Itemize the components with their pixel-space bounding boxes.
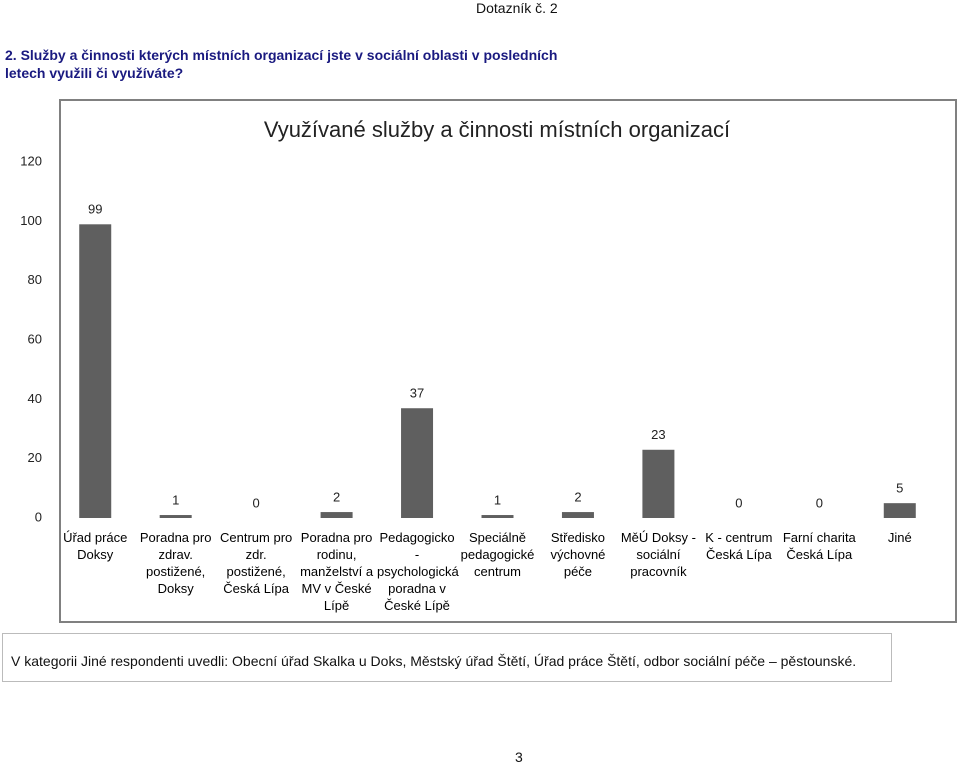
value-label: 2 — [574, 490, 581, 505]
x-tick-label: MěÚ Doksy - sociální pracovník — [620, 530, 696, 579]
value-label: 23 — [651, 427, 665, 442]
value-label: 99 — [88, 202, 102, 217]
x-tick-label: Pedagogicko - psychologická poradna v Če… — [377, 530, 459, 613]
x-tick-label: Farní charita Česká Lípa — [782, 530, 856, 562]
value-label: 0 — [735, 495, 742, 510]
value-label: 37 — [410, 386, 424, 401]
header: Dotazník č. 2 — [476, 0, 558, 16]
value-label: 1 — [494, 492, 501, 507]
bar — [481, 515, 514, 518]
x-tick-label: Jiné — [887, 530, 912, 545]
y-tick-label: 80 — [28, 272, 42, 287]
chart-frame — [59, 99, 957, 623]
x-tick-label: Poradna pro zdrav. postižené, Doksy — [139, 530, 212, 596]
bar — [561, 512, 594, 518]
value-label: 5 — [896, 481, 903, 496]
x-tick-label: Poradna pro rodinu, manželství a MV v Če… — [300, 530, 374, 613]
value-label: 2 — [333, 490, 340, 505]
x-tick-label: Speciálně pedagogické centrum — [460, 530, 535, 579]
value-label: 0 — [253, 495, 260, 510]
bar — [642, 449, 675, 518]
value-label: 0 — [816, 495, 823, 510]
x-tick-label: Úřad práce Doksy — [63, 530, 128, 562]
bar — [79, 224, 112, 519]
y-tick-label: 0 — [35, 509, 42, 524]
x-tick-label: Centrum pro zdr. postižené, Česká Lípa — [220, 530, 293, 596]
bar — [320, 512, 353, 518]
x-tick-label: K - centrum Česká Lípa — [705, 530, 773, 562]
chart-title: Využívané služby a činnosti místních org… — [264, 117, 730, 142]
x-tick-label: Středisko výchovné péče — [550, 530, 606, 579]
y-tick-label: 60 — [28, 331, 42, 346]
bar — [401, 408, 434, 518]
bar — [883, 503, 916, 518]
value-label: 1 — [172, 492, 179, 507]
y-tick-label: 100 — [20, 213, 42, 228]
y-tick-label: 40 — [28, 391, 42, 406]
y-tick-label: 120 — [20, 153, 42, 168]
note: V kategorii Jiné respondenti uvedli: Obe… — [2, 633, 892, 682]
page-number: 3 — [515, 749, 523, 765]
question: 2. Služby a činnosti kterých místních or… — [5, 47, 558, 81]
y-tick-label: 20 — [28, 450, 42, 465]
bar — [159, 515, 192, 518]
